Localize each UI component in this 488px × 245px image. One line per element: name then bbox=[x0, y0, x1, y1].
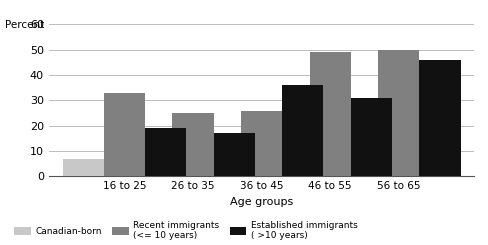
Bar bbox=[213, 133, 254, 176]
Bar bbox=[62, 159, 103, 176]
Bar bbox=[172, 113, 213, 176]
Bar bbox=[309, 52, 350, 176]
Legend: Canadian-born, Recent immigrants
(<= 10 years), Established immigrants
( >10 yea: Canadian-born, Recent immigrants (<= 10 … bbox=[14, 221, 357, 241]
Bar bbox=[268, 148, 309, 176]
Bar bbox=[144, 128, 186, 176]
X-axis label: Age groups: Age groups bbox=[229, 197, 293, 207]
Bar bbox=[419, 60, 460, 176]
Text: Percent: Percent bbox=[5, 20, 44, 30]
Bar bbox=[200, 151, 241, 176]
Bar bbox=[103, 93, 144, 176]
Bar bbox=[131, 161, 172, 176]
Bar bbox=[350, 98, 391, 176]
Bar bbox=[282, 85, 323, 176]
Bar bbox=[336, 126, 378, 176]
Bar bbox=[378, 50, 419, 176]
Bar bbox=[241, 110, 282, 176]
